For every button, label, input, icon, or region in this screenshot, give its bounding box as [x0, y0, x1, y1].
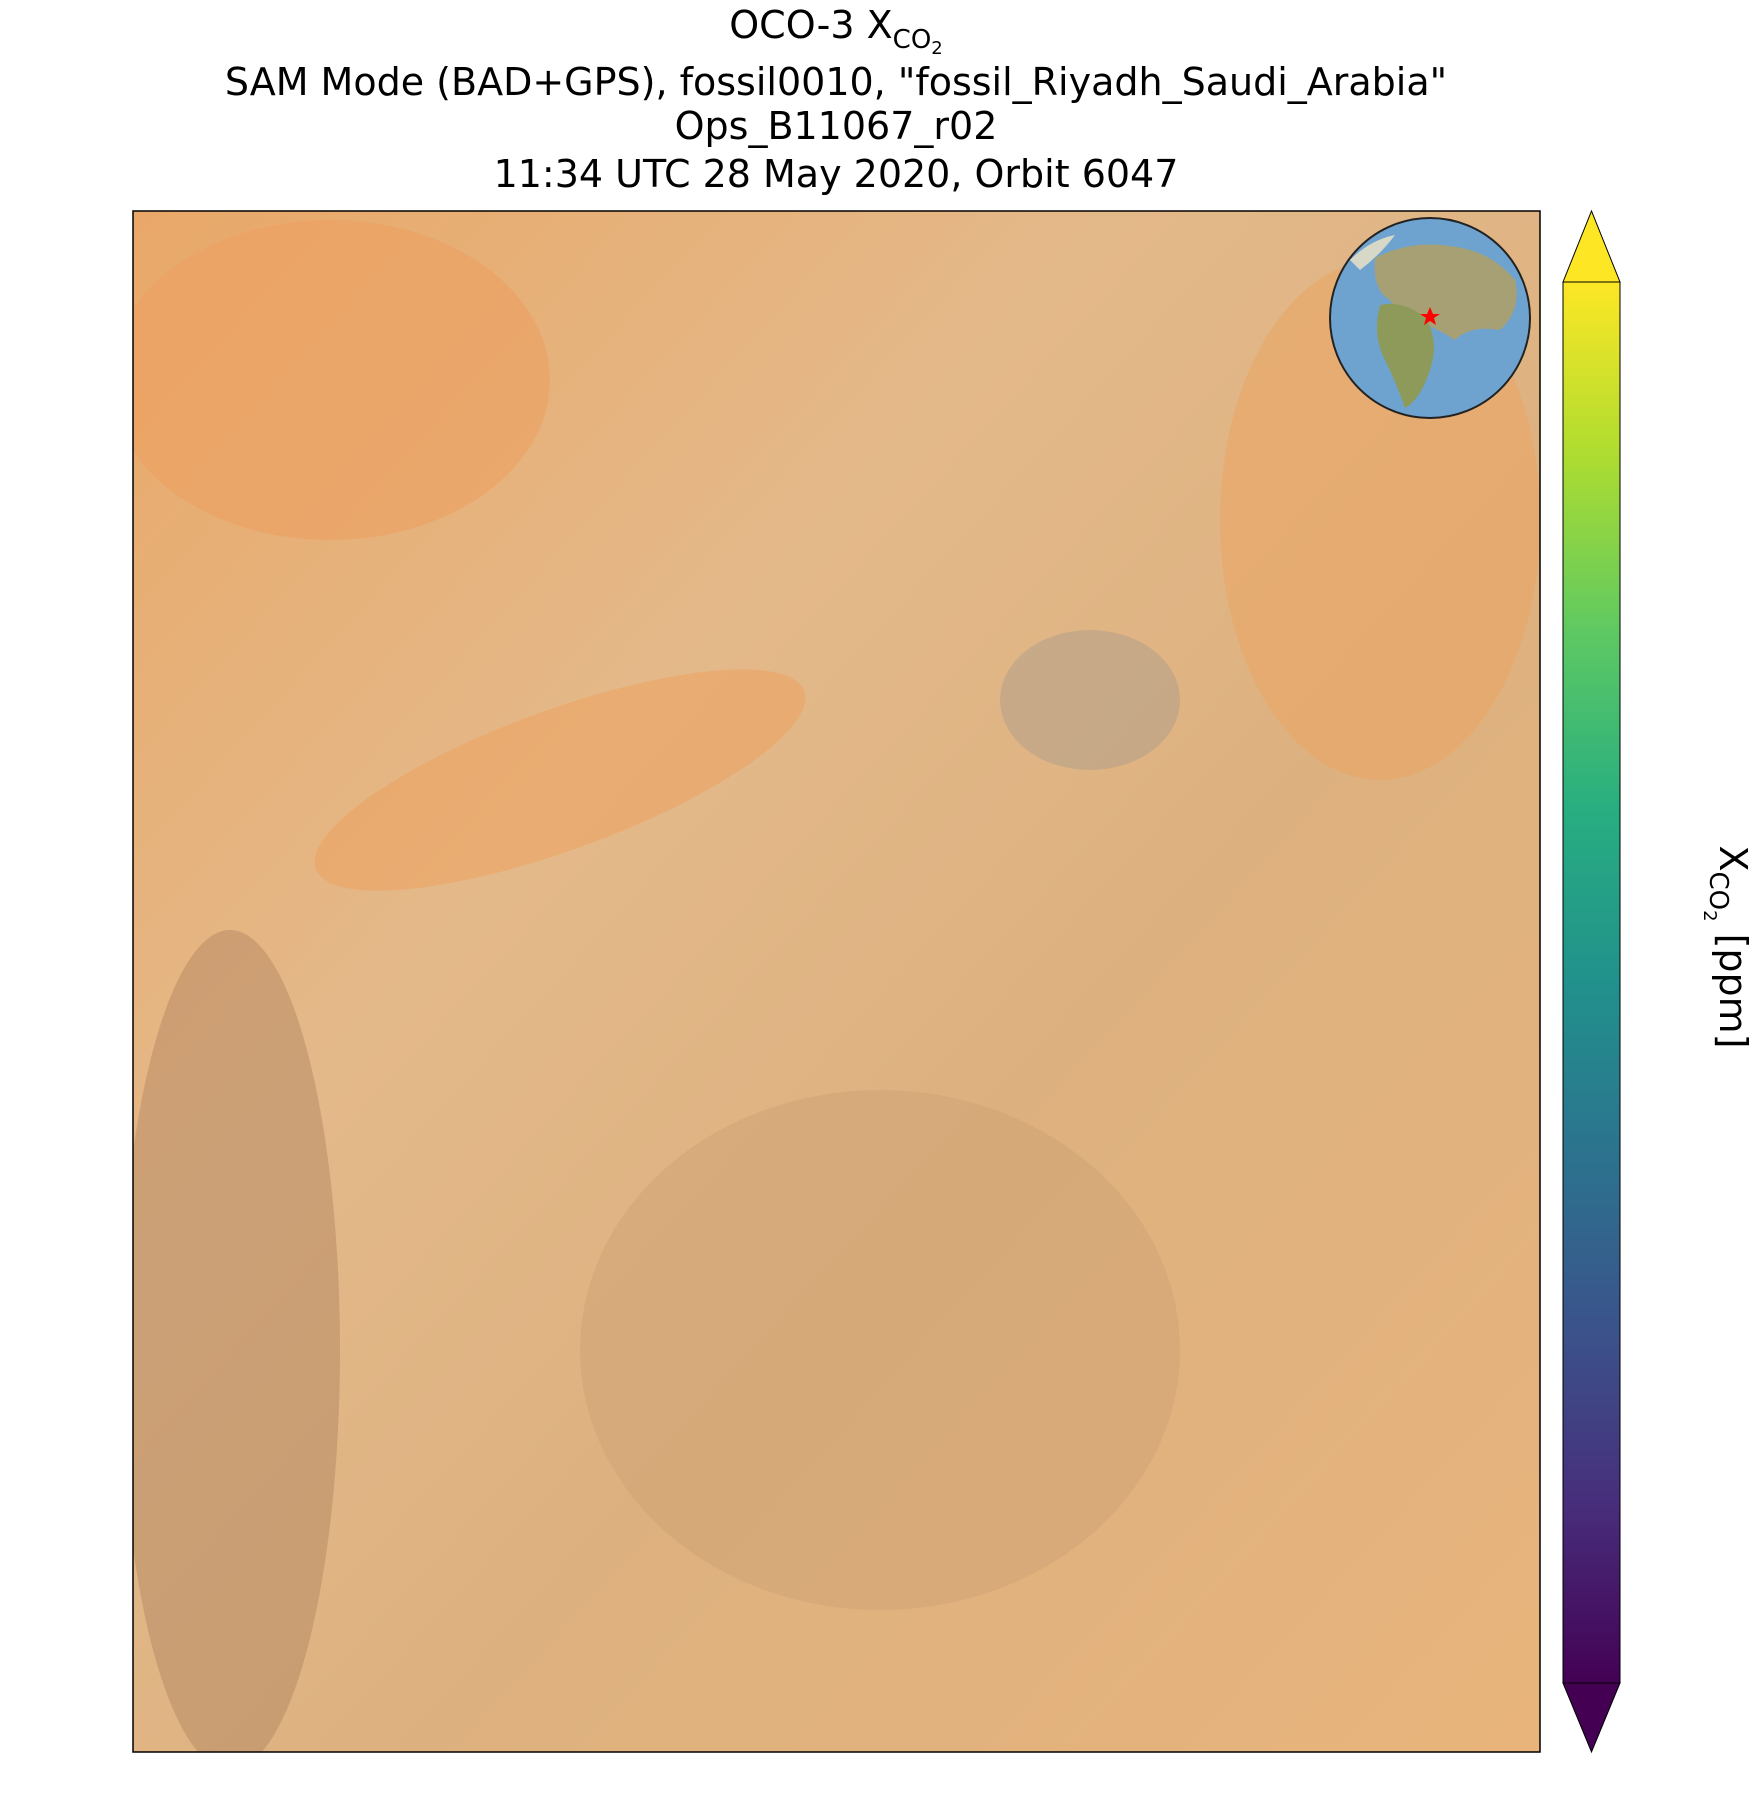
- globe-inset: [1329, 217, 1531, 419]
- subtitle: SAM Mode (BAD+GPS), fossil0010, "fossil_…: [225, 60, 1447, 104]
- colorbar-frame: [1562, 281, 1621, 1684]
- city: [1000, 630, 1180, 770]
- escarpment: [133, 930, 340, 1752]
- terrain: [580, 1090, 1180, 1610]
- land: [1350, 235, 1395, 270]
- dunes: [133, 220, 550, 540]
- land: [1376, 303, 1434, 408]
- colorbar-extend-max: [1562, 209, 1621, 283]
- title-text: OCO-3 X: [729, 3, 892, 47]
- colorbar-label-text: X: [1711, 845, 1755, 871]
- colorbar-label-subscript: CO: [1703, 872, 1733, 911]
- colorbar-extend-min: [1562, 1682, 1621, 1754]
- title: OCO-3 XCO2: [729, 3, 943, 59]
- colorbar-label: XCO2 [ppm]: [1699, 845, 1755, 1048]
- title-subscript: 2: [931, 38, 942, 59]
- colorbar: XCO2 [ppm]: [1562, 209, 1755, 1754]
- subtitle: Ops_B11067_r02: [675, 104, 998, 148]
- map-frame: [132, 210, 1541, 1753]
- colorbar-body: [1563, 282, 1620, 1683]
- basemap: [133, 211, 1540, 1752]
- dunes: [314, 669, 806, 891]
- title-subscript: CO: [893, 25, 932, 55]
- globe-site: [1420, 307, 1440, 325]
- subtitle: 11:34 UTC 28 May 2020, Orbit 6047: [494, 152, 1179, 196]
- colorbar-label-unit: [ppm]: [1711, 934, 1755, 1049]
- colorbar-label-subscript: 2: [1699, 910, 1720, 921]
